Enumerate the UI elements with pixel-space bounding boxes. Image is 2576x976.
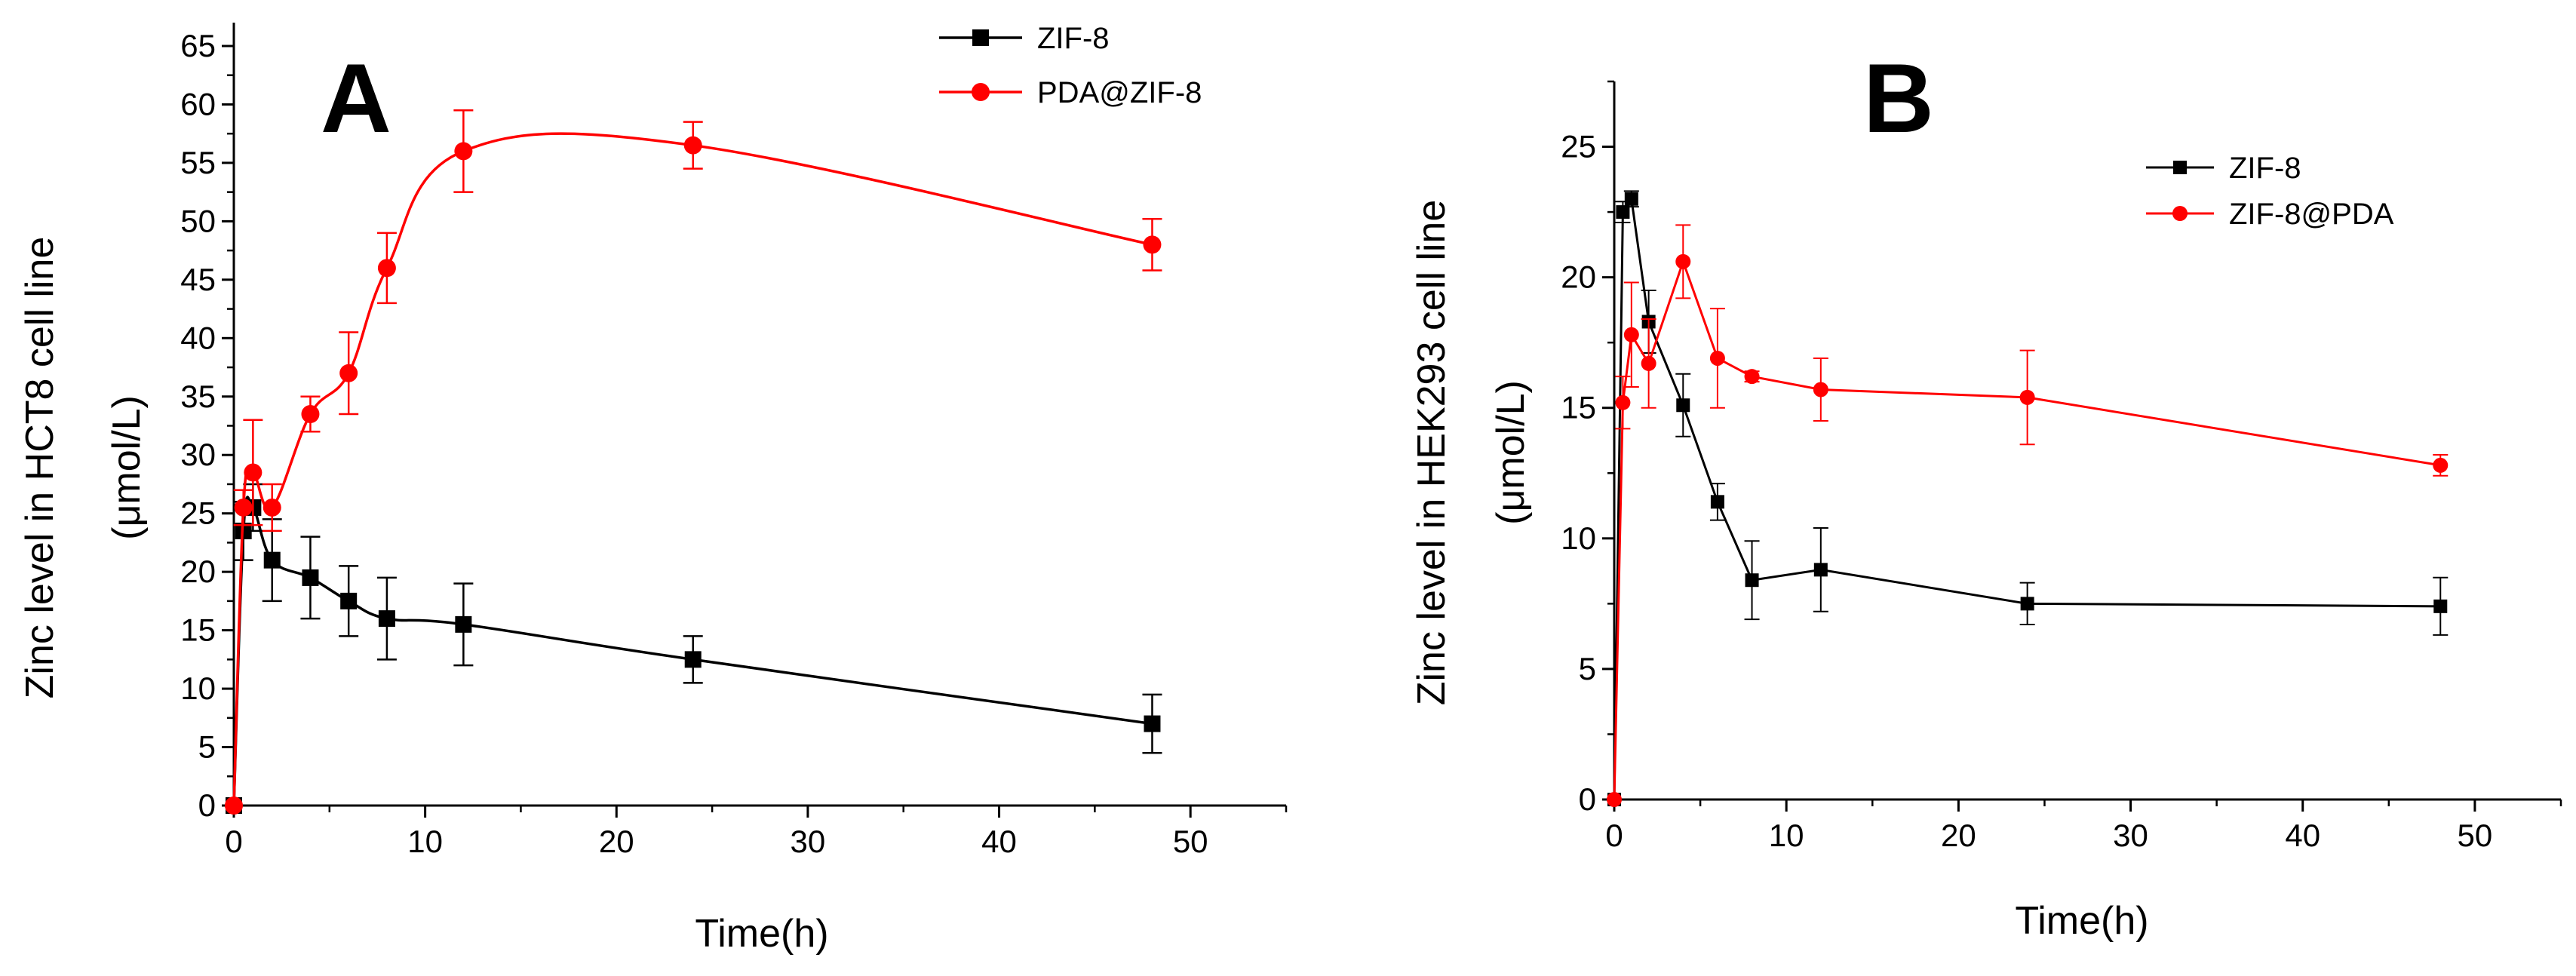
data-point: [1144, 715, 1161, 732]
y-tick-label: 60: [180, 86, 216, 121]
data-point: [2433, 599, 2448, 613]
legend-entry: PDA@ZIF-8: [939, 76, 1202, 109]
series-line: [232, 132, 1153, 806]
legend-marker: [972, 83, 990, 101]
x-tick-label: 50: [1173, 824, 1208, 859]
y-axis-label: Zinc level in HEK293 cell line: [1410, 200, 1454, 706]
y-tick-label: 35: [180, 379, 216, 414]
y-tick-label: 20: [180, 554, 216, 589]
x-tick-label: 40: [981, 824, 1017, 859]
y-tick-label: 10: [1561, 520, 1596, 556]
legend-label: PDA@ZIF-8: [1037, 76, 1202, 109]
y-axis-units: (μmol/L): [105, 395, 149, 540]
data-point: [1623, 327, 1639, 342]
panel-letter: B: [1863, 43, 1934, 153]
data-point: [340, 592, 358, 609]
panel-a-chart: 0 10 20 30 40 50 0 5 10 15 20 25 30 35 40 45 50 55 60 65 Tim…: [18, 22, 1288, 956]
legend-label: ZIF-8: [1037, 22, 1110, 55]
legend-label: ZIF-8@PDA: [2229, 198, 2394, 231]
legend-marker: [2172, 206, 2188, 221]
data-point: [377, 259, 396, 278]
x-tick-label: 30: [791, 824, 826, 859]
y-tick-label: 0: [198, 787, 216, 823]
x-tick-label: 20: [1941, 818, 1976, 853]
series-zif-8-pda: [1607, 224, 2449, 807]
data-point: [1676, 398, 1690, 413]
data-point: [263, 551, 281, 569]
data-point: [1615, 394, 1631, 410]
series-pda-zif-8: [225, 109, 1162, 815]
y-tick-label: 55: [180, 145, 216, 180]
data-point: [1675, 253, 1691, 269]
y-tick-label: 15: [180, 612, 216, 648]
data-point: [225, 796, 243, 815]
y-tick-label: 40: [180, 320, 216, 355]
y-tick-label: 0: [1579, 781, 1596, 817]
data-point: [1745, 573, 1759, 588]
y-tick-label: 50: [180, 203, 216, 238]
x-tick-label: 10: [407, 824, 443, 859]
y-tick-label: 65: [180, 28, 216, 63]
data-point: [301, 405, 320, 423]
data-point: [1744, 369, 1760, 385]
y-tick-label: 30: [180, 437, 216, 472]
data-point: [1143, 235, 1162, 254]
y-axis-units: (μmol/L): [1489, 380, 1533, 525]
series-zif-8: [226, 483, 1162, 814]
data-point: [1813, 382, 1828, 397]
x-tick-label: 0: [1605, 818, 1623, 853]
legend-entry: ZIF-8@PDA: [2146, 198, 2394, 231]
y-tick-label: 25: [1561, 129, 1596, 164]
y-axis-label: Zinc level in HCT8 cell line: [18, 237, 62, 699]
data-point: [302, 569, 319, 586]
data-point: [1813, 563, 1828, 577]
legend-label: ZIF-8: [2229, 152, 2301, 185]
legend-marker: [2173, 161, 2187, 174]
y-tick-label: 10: [180, 671, 216, 706]
panel-b-chart: 0 10 20 30 40 50 0 5 10 15 20 25 Time(h) Zinc level i…: [1410, 43, 2562, 943]
data-point: [1641, 355, 1656, 371]
data-point: [378, 610, 395, 628]
x-tick-label: 40: [2285, 818, 2320, 853]
data-point: [455, 615, 472, 633]
panel-letter: A: [321, 43, 391, 153]
series-zif-8: [1607, 190, 2449, 806]
x-tick-label: 50: [2458, 818, 2493, 853]
data-point: [2019, 389, 2035, 405]
x-axis-label: Time(h): [695, 912, 828, 956]
data-point: [2433, 457, 2449, 473]
y-tick-label: 15: [1561, 390, 1596, 425]
y-tick-label: 25: [180, 496, 216, 531]
data-point: [684, 651, 702, 668]
x-axis-label: Time(h): [2015, 899, 2148, 943]
y-tick-label: 5: [198, 729, 216, 765]
data-point: [1616, 205, 1630, 219]
legend-entry: ZIF-8: [2146, 152, 2301, 185]
x-tick-label: 30: [2113, 818, 2148, 853]
legend-entry: ZIF-8: [939, 22, 1110, 55]
data-point: [1709, 350, 1725, 366]
y-tick-label: 5: [1579, 651, 1596, 686]
y-tick-label: 45: [180, 262, 216, 297]
series-line: [1613, 195, 2441, 800]
legend-marker: [972, 29, 989, 46]
x-tick-label: 20: [599, 824, 634, 859]
data-point: [1624, 192, 1638, 206]
y-tick-label: 20: [1561, 259, 1596, 295]
data-point: [244, 463, 263, 482]
data-point: [234, 498, 253, 517]
x-tick-label: 0: [225, 824, 242, 859]
data-point: [1710, 495, 1724, 509]
data-point: [263, 498, 281, 517]
data-point: [2020, 597, 2034, 611]
data-point: [683, 136, 702, 155]
data-point: [454, 142, 473, 161]
data-point: [339, 364, 358, 382]
series-line: [1613, 258, 2441, 800]
x-tick-label: 10: [1769, 818, 1804, 853]
data-point: [1607, 792, 1622, 807]
